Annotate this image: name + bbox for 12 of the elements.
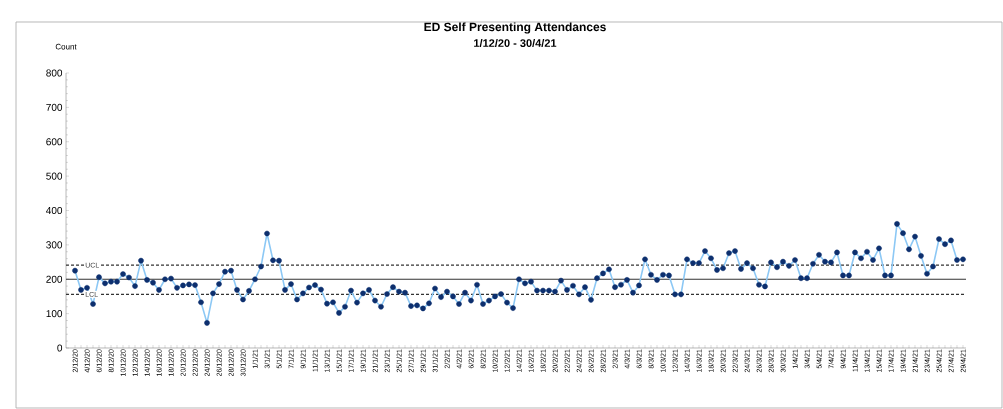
y-tick-label: 0 — [57, 344, 63, 352]
y-tick-label: 400 — [46, 206, 63, 215]
y-tick-label: 600 — [46, 138, 63, 146]
y-tick-label: 700 — [46, 103, 63, 111]
y-tick-label: 300 — [46, 241, 63, 249]
y-tick-label: 100 — [46, 310, 63, 318]
y-tick-label: 500 — [46, 172, 63, 180]
chart-title: ED Self Presenting Attendances — [424, 22, 606, 34]
y-tick-label: 800 — [46, 69, 63, 77]
y-tick-label: 200 — [46, 275, 63, 283]
chart-subtitle: 1/12/20 - 30/4/21 — [474, 38, 557, 48]
y-axis-title: Count — [55, 43, 77, 50]
